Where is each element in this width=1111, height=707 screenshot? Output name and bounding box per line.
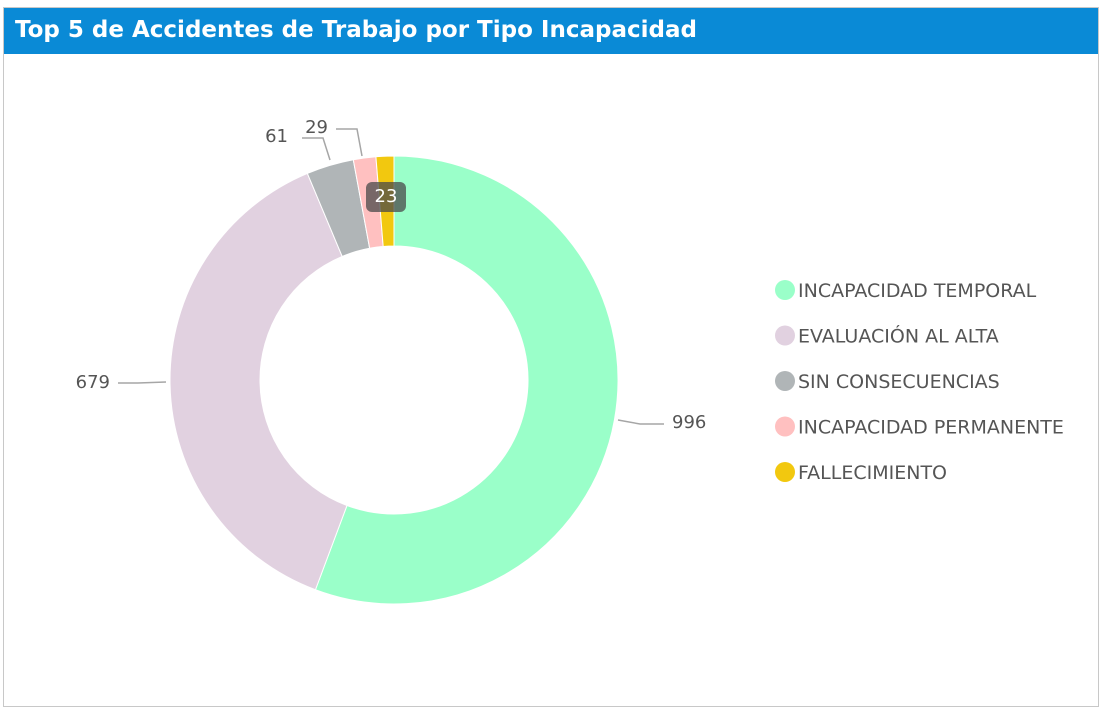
svg-text:23: 23	[375, 186, 398, 207]
legend-label: INCAPACIDAD PERMANENTE	[798, 417, 1064, 439]
legend-marker	[775, 325, 795, 346]
data-label-incapacidad-permanente: 29	[305, 117, 328, 138]
legend-item-fallecimiento[interactable]: FALLECIMIENTO	[775, 462, 947, 484]
legend-marker	[775, 462, 795, 482]
legend-label: SIN CONSECUENCIAS	[798, 371, 1000, 393]
data-label-fallecimiento: 23	[366, 182, 406, 212]
legend-item-incapacidad-permanente[interactable]: INCAPACIDAD PERMANENTE	[775, 416, 1064, 439]
legend-label: INCAPACIDAD TEMPORAL	[798, 280, 1037, 302]
data-label-incapacidad-temporal: 996	[672, 412, 706, 433]
leader-line-evaluacion-al-alta	[118, 381, 167, 384]
legend-label: FALLECIMIENTO	[798, 462, 947, 484]
legend-label: EVALUACIÓN AL ALTA	[798, 324, 999, 348]
leader-lines	[118, 128, 664, 425]
leader-line-sin-consecuencias	[302, 137, 331, 161]
legend-marker	[775, 280, 795, 300]
leader-line-incapacidad-permanente	[336, 128, 363, 157]
donut-slices	[169, 155, 619, 605]
donut-chart: 996 679 61 29 23 INCAPACIDAD TEMPORAL EVALUAC…	[76, 117, 1064, 605]
data-labels: 996 679 61 29 23	[76, 117, 707, 433]
leader-line-incapacidad-temporal	[617, 419, 664, 425]
data-label-evaluacion-al-alta: 679	[76, 372, 110, 393]
legend-marker	[775, 416, 795, 437]
slice-evaluacion-al-alta[interactable]	[169, 172, 348, 591]
legend-item-incapacidad-temporal[interactable]: INCAPACIDAD TEMPORAL	[775, 280, 1037, 302]
legend-item-sin-consecuencias[interactable]: SIN CONSECUENCIAS	[775, 371, 1000, 393]
chart-title: Top 5 de Accidentes de Trabajo por Tipo …	[15, 17, 697, 43]
legend-item-evaluacion-al-alta[interactable]: EVALUACIÓN AL ALTA	[775, 324, 999, 348]
chart-header: Top 5 de Accidentes de Trabajo por Tipo …	[4, 8, 1098, 54]
legend: INCAPACIDAD TEMPORAL EVALUACIÓN AL ALTA SI…	[775, 280, 1064, 484]
legend-marker	[775, 371, 795, 391]
slice-incapacidad-temporal[interactable]	[314, 155, 619, 605]
data-label-sin-consecuencias: 61	[265, 126, 288, 147]
